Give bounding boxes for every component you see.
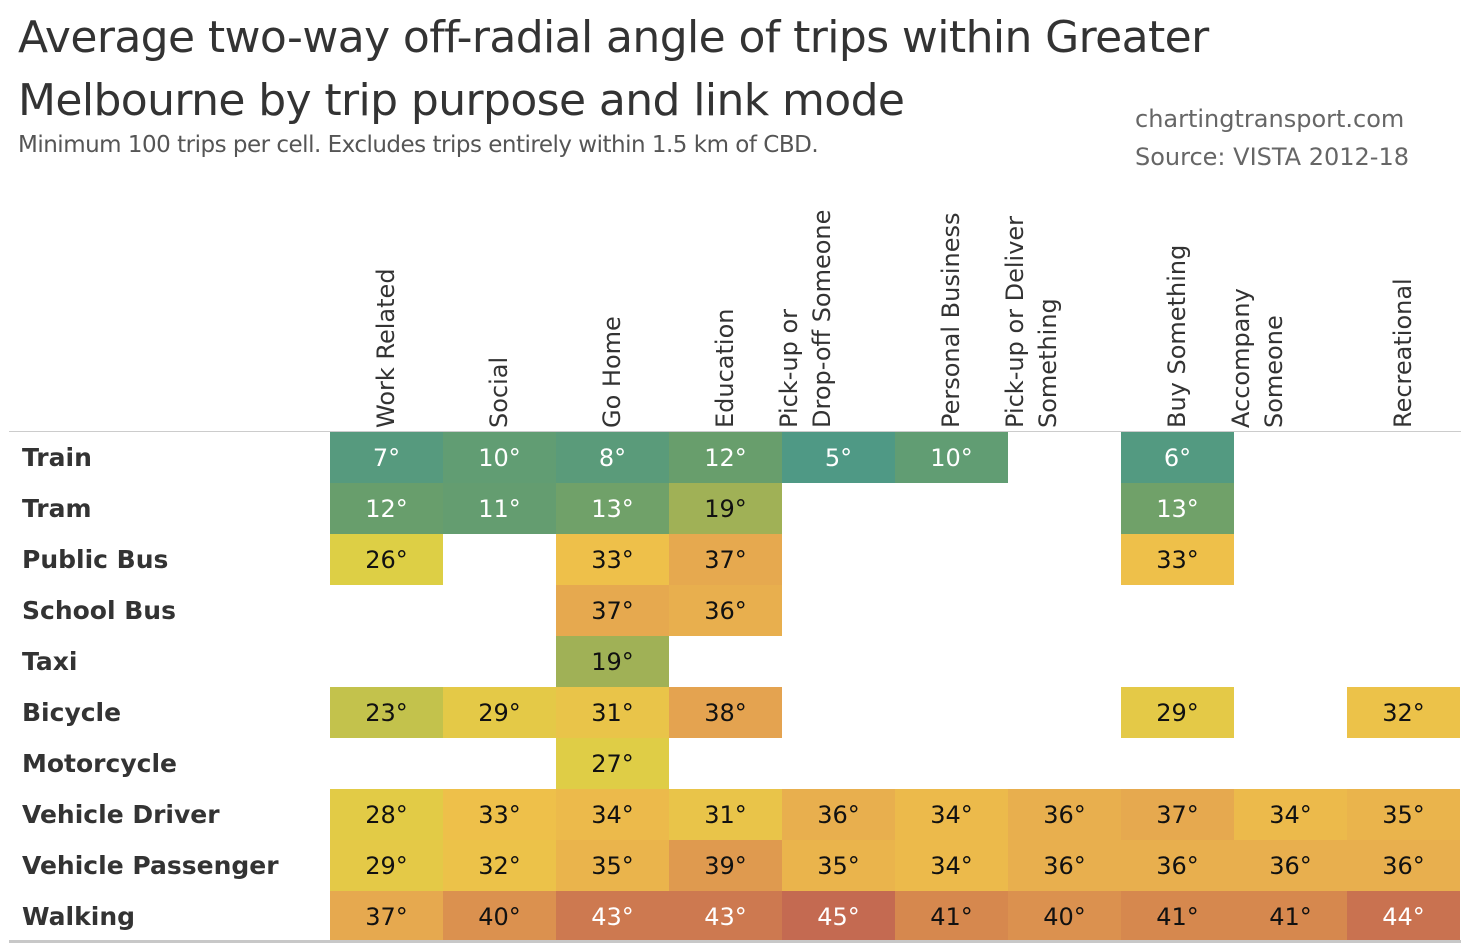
heatmap-cell: 43° <box>556 891 669 942</box>
chart-subtitle: Minimum 100 trips per cell. Excludes tri… <box>18 132 819 158</box>
heatmap-cell: 27° <box>556 738 669 789</box>
row-label: Taxi <box>22 647 78 676</box>
chart-title: Average two-way off-radial angle of trip… <box>18 12 1209 126</box>
header-divider <box>9 431 1461 432</box>
heatmap-cell: 36° <box>1008 840 1121 891</box>
heatmap-cell: 29° <box>330 840 443 891</box>
heatmap-cell: 7° <box>330 432 443 483</box>
heatmap-cell: 10° <box>443 432 556 483</box>
heatmap-cell: 35° <box>782 840 895 891</box>
heatmap-cell: 40° <box>443 891 556 942</box>
heatmap-cell: 45° <box>782 891 895 942</box>
heatmap-cell: 35° <box>1347 789 1460 840</box>
row-label: Vehicle Driver <box>22 800 220 829</box>
heatmap-cell: 34° <box>895 840 1008 891</box>
heatmap-cell: 41° <box>1234 891 1347 942</box>
heatmap-cell: 19° <box>669 483 782 534</box>
heatmap-cell: 41° <box>1121 891 1234 942</box>
row-label: Train <box>22 443 92 472</box>
heatmap-cell: 29° <box>1121 687 1234 738</box>
heatmap-cell: 28° <box>330 789 443 840</box>
heatmap-cell: 34° <box>1234 789 1347 840</box>
heatmap-cell: 35° <box>556 840 669 891</box>
heatmap-cell: 41° <box>895 891 1008 942</box>
credit-block: chartingtransport.com Source: VISTA 2012… <box>1135 100 1409 176</box>
heatmap-cell: 12° <box>330 483 443 534</box>
row-label: Public Bus <box>22 545 169 574</box>
heatmap-cell: 12° <box>669 432 782 483</box>
heatmap-cell: 36° <box>1008 789 1121 840</box>
heatmap-cell: 40° <box>1008 891 1121 942</box>
heatmap-cell: 33° <box>443 789 556 840</box>
row-label: School Bus <box>22 596 176 625</box>
heatmap-cell: 36° <box>782 789 895 840</box>
heatmap-cell: 34° <box>556 789 669 840</box>
heatmap-cell: 13° <box>556 483 669 534</box>
bottom-divider <box>9 940 1461 943</box>
heatmap-cell: 33° <box>1121 534 1234 585</box>
heatmap-cell: 39° <box>669 840 782 891</box>
heatmap-cell: 31° <box>556 687 669 738</box>
row-label: Motorcycle <box>22 749 177 778</box>
row-label: Bicycle <box>22 698 122 727</box>
heatmap-cell: 36° <box>669 585 782 636</box>
heatmap-cell: 32° <box>1347 687 1460 738</box>
heatmap-cell: 37° <box>1121 789 1234 840</box>
heatmap-cell: 8° <box>556 432 669 483</box>
heatmap-cell: 36° <box>1234 840 1347 891</box>
row-label: Walking <box>22 902 136 931</box>
heatmap-cell: 11° <box>443 483 556 534</box>
credit-site: chartingtransport.com <box>1135 105 1405 133</box>
credit-source: Source: VISTA 2012-18 <box>1135 143 1409 171</box>
heatmap-cell: 23° <box>330 687 443 738</box>
heatmap-cell: 34° <box>895 789 1008 840</box>
heatmap-cell: 43° <box>669 891 782 942</box>
heatmap-cell: 36° <box>1121 840 1234 891</box>
heatmap-cell: 10° <box>895 432 1008 483</box>
heatmap-cell: 32° <box>443 840 556 891</box>
row-label: Vehicle Passenger <box>22 851 279 880</box>
heatmap-cell: 5° <box>782 432 895 483</box>
heatmap-cell: 19° <box>556 636 669 687</box>
heatmap-cell: 37° <box>669 534 782 585</box>
heatmap-cell: 13° <box>1121 483 1234 534</box>
heatmap-cell: 26° <box>330 534 443 585</box>
heatmap-cell: 36° <box>1347 840 1460 891</box>
heatmap-cell: 29° <box>443 687 556 738</box>
heatmap-cell: 6° <box>1121 432 1234 483</box>
heatmap-cell: 31° <box>669 789 782 840</box>
heatmap-cell: 44° <box>1347 891 1460 942</box>
heatmap-cell: 38° <box>669 687 782 738</box>
heatmap-cell: 37° <box>330 891 443 942</box>
row-label: Tram <box>22 494 92 523</box>
heatmap-cell: 33° <box>556 534 669 585</box>
heatmap-cell: 37° <box>556 585 669 636</box>
